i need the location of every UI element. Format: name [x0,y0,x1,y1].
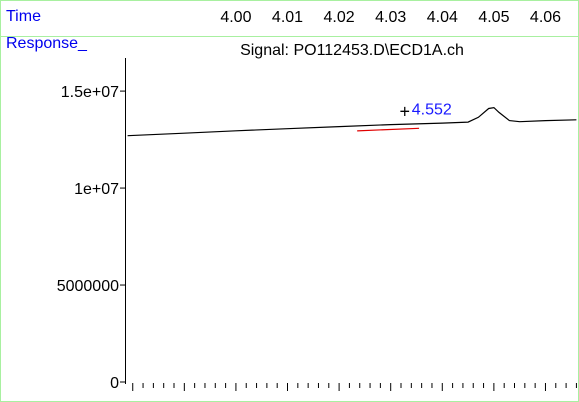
x-axis [132,383,577,391]
x-tick-label: 4.03 [375,9,406,26]
integration-baseline [357,127,420,132]
x-axis-label: Time [6,8,41,25]
x-tick-label: 4.05 [478,9,509,26]
y-axis-label: Response_ [6,35,88,52]
y-tick-label: 0 [110,375,119,392]
x-tick-label: 4.04 [427,9,458,26]
plot-area: +4.552 [127,101,577,137]
x-tick-label: 4.06 [530,9,561,26]
signal-trace [127,106,577,137]
x-tick-label: 4.00 [220,9,251,26]
chart-title: Signal: PO112453.D\ECD1A.ch [240,42,464,59]
x-tick-label: 4.01 [272,9,303,26]
y-axis: 0 5000000 1e+07 1.5e+07 [57,58,126,392]
peak-label: 4.552 [412,101,452,118]
peak-marker: + [399,101,410,121]
y-tick-label: 5000000 [57,278,119,295]
x-tick-label: 4.02 [324,9,355,26]
y-tick-label: 1.5e+07 [61,84,119,101]
y-tick-label: 1e+07 [74,181,119,198]
x-tick-labels: 4.00 4.01 4.02 4.03 4.04 4.05 4.06 [220,9,561,26]
